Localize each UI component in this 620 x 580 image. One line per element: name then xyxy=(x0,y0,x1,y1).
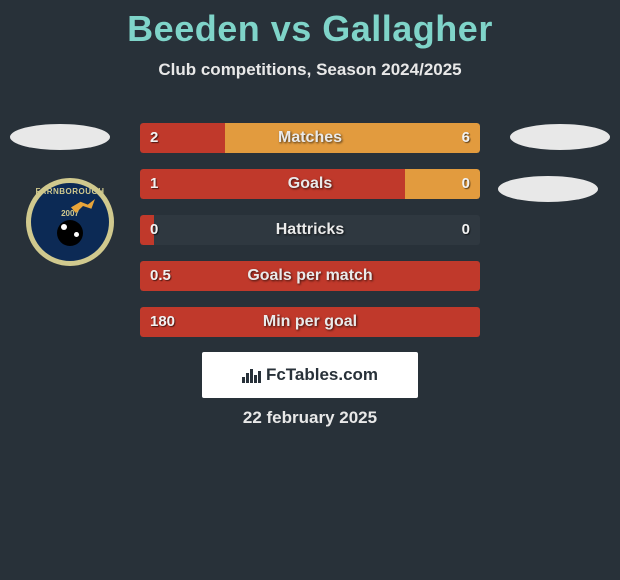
crest-bird-icon xyxy=(71,199,95,213)
stat-row: 26Matches xyxy=(140,123,480,153)
player-left-badge xyxy=(10,124,110,150)
footer-brand-text: FcTables.com xyxy=(266,365,378,385)
page-title: Beeden vs Gallagher xyxy=(0,0,620,50)
stat-value-left: 0 xyxy=(150,215,158,245)
crest-ball-icon xyxy=(57,220,83,246)
page-date: 22 february 2025 xyxy=(0,408,620,428)
crest-top-text: FARNBOROUGH xyxy=(31,187,109,196)
player-right-badge xyxy=(510,124,610,150)
bar-chart-icon xyxy=(242,367,262,383)
stat-value-left: 0.5 xyxy=(150,261,171,291)
stat-value-left: 180 xyxy=(150,307,175,337)
player-right-badge-2 xyxy=(498,176,598,202)
stat-row: 0.5Goals per match xyxy=(140,261,480,291)
stat-value-left: 2 xyxy=(150,123,158,153)
stat-value-right: 0 xyxy=(462,169,470,199)
stats-container: 26Matches10Goals00Hattricks0.5Goals per … xyxy=(140,123,480,353)
stat-row: 180Min per goal xyxy=(140,307,480,337)
stat-label: Hattricks xyxy=(140,215,480,245)
stat-bar-left xyxy=(140,261,480,291)
stat-bar-left xyxy=(140,169,405,199)
stat-value-right: 6 xyxy=(462,123,470,153)
stat-bar-left xyxy=(140,307,480,337)
club-crest: FARNBOROUGH 2007 xyxy=(26,178,114,266)
stat-value-right: 0 xyxy=(462,215,470,245)
stat-bar-right xyxy=(225,123,480,153)
stat-row: 10Goals xyxy=(140,169,480,199)
stat-row: 0 0Hattricks xyxy=(140,215,480,245)
footer-brand-badge: FcTables.com xyxy=(202,352,418,398)
stat-value-left: 1 xyxy=(150,169,158,199)
page-subtitle: Club competitions, Season 2024/2025 xyxy=(0,60,620,80)
